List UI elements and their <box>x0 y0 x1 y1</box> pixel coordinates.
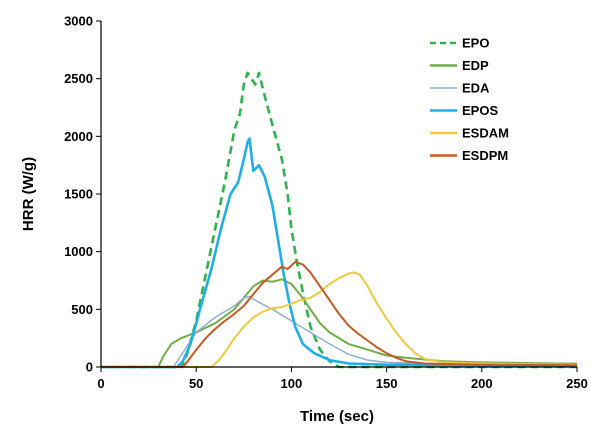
series-line-eda <box>101 295 578 368</box>
y-tick-label: 2000 <box>64 129 93 144</box>
series-line-epo <box>101 71 577 369</box>
x-tick-label: 200 <box>471 376 493 391</box>
y-tick-label: 1000 <box>64 244 93 259</box>
y-axis-title: HRR (W/g) <box>20 157 37 231</box>
y-tick-label: 3000 <box>64 14 93 29</box>
y-tick-label: 0 <box>86 360 93 375</box>
legend-label-esdam: ESDAM <box>462 126 509 141</box>
legend-label-eda: EDA <box>462 81 490 96</box>
legend-label-esdpm: ESDPM <box>462 148 508 163</box>
x-tick-label: 150 <box>376 376 398 391</box>
legend-label-epo: EPO <box>462 36 489 51</box>
x-tick-label: 50 <box>189 376 203 391</box>
y-tick-label: 1500 <box>64 187 93 202</box>
legend-label-epos: EPOS <box>462 103 498 118</box>
legend-label-edp: EDP <box>462 58 489 73</box>
x-tick-label: 250 <box>566 376 588 391</box>
y-tick-label: 2500 <box>64 71 93 86</box>
series-line-edp <box>101 278 577 368</box>
series-line-esdpm <box>101 261 578 368</box>
x-tick-label: 100 <box>281 376 303 391</box>
legend: EPO EDP EDA EPOS ESDAM ESDPM <box>430 36 509 163</box>
y-tick-label: 500 <box>71 302 93 317</box>
axes-layer: 0 500 1000 1500 2000 2500 3000 0 50 100 150 200 250 <box>64 14 588 392</box>
series-line-esdam <box>101 271 578 368</box>
x-tick-label: 0 <box>97 376 104 391</box>
series-layer <box>101 71 578 369</box>
series-line-epos <box>101 137 577 369</box>
x-axis-title: Time (sec) <box>300 408 374 425</box>
